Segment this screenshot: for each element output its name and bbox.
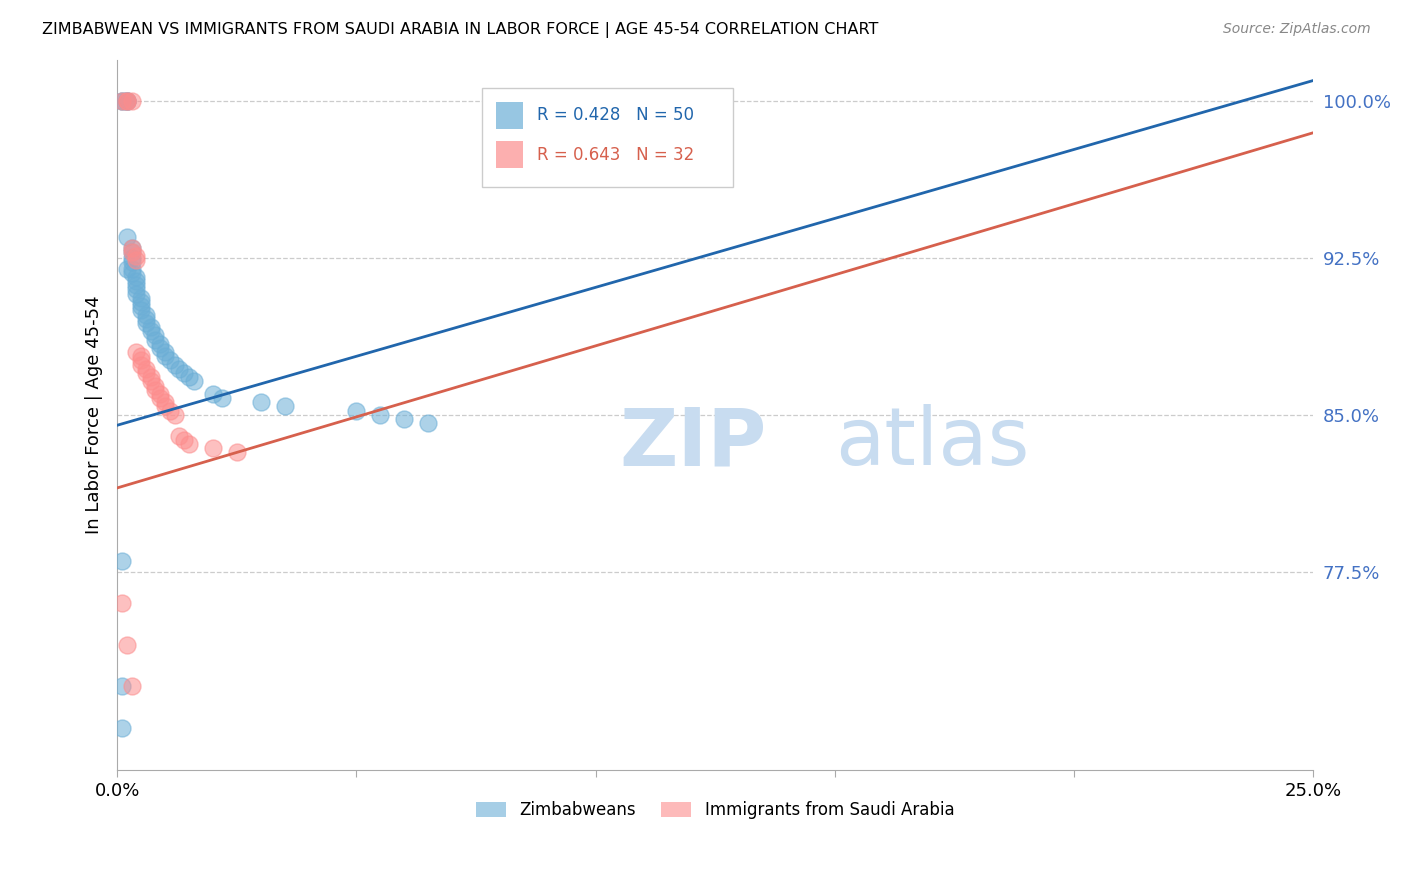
Point — [145, 328, 167, 343]
Point — [169, 428, 191, 442]
Legend: Zimbabweans, Immigrants from Saudi Arabia: Zimbabweans, Immigrants from Saudi Arabi… — [470, 794, 960, 826]
Text: R = 0.428   N = 50: R = 0.428 N = 50 — [537, 106, 695, 124]
Point — [125, 253, 148, 268]
Point — [135, 308, 157, 322]
Point — [129, 295, 152, 310]
Point — [135, 366, 157, 380]
Point — [125, 345, 148, 359]
Point — [153, 395, 176, 409]
Point — [135, 311, 157, 326]
Point — [139, 375, 162, 389]
Point — [115, 95, 138, 109]
Point — [211, 391, 233, 405]
Point — [111, 95, 134, 109]
Point — [159, 353, 181, 368]
Point — [115, 230, 138, 244]
Point — [111, 721, 134, 735]
Point — [149, 336, 172, 351]
Point — [129, 303, 152, 318]
Point — [159, 403, 181, 417]
Point — [135, 361, 157, 376]
Point — [129, 358, 152, 372]
Point — [125, 282, 148, 296]
Point — [125, 286, 148, 301]
Point — [153, 400, 176, 414]
Point — [111, 95, 134, 109]
Point — [177, 437, 200, 451]
Point — [121, 241, 143, 255]
Point — [149, 341, 172, 355]
Point — [394, 412, 416, 426]
Point — [177, 370, 200, 384]
Point — [173, 366, 195, 380]
Point — [121, 680, 143, 694]
Point — [121, 255, 143, 269]
Text: Source: ZipAtlas.com: Source: ZipAtlas.com — [1223, 22, 1371, 37]
Point — [121, 244, 143, 259]
Point — [418, 416, 440, 430]
Point — [115, 95, 138, 109]
Point — [135, 316, 157, 330]
FancyBboxPatch shape — [496, 102, 523, 128]
FancyBboxPatch shape — [496, 141, 523, 169]
Point — [149, 387, 172, 401]
Point — [139, 320, 162, 334]
Point — [121, 244, 143, 259]
Point — [115, 95, 138, 109]
Point — [121, 251, 143, 265]
Point — [129, 299, 152, 313]
Point — [125, 249, 148, 263]
Point — [111, 596, 134, 610]
Point — [129, 353, 152, 368]
Text: atlas: atlas — [835, 404, 1029, 483]
Point — [125, 274, 148, 288]
Point — [145, 333, 167, 347]
Point — [163, 358, 186, 372]
Point — [111, 680, 134, 694]
Point — [201, 441, 224, 455]
Point — [115, 261, 138, 276]
Point — [145, 383, 167, 397]
Point — [370, 408, 392, 422]
Point — [111, 554, 134, 568]
Point — [129, 291, 152, 305]
Point — [121, 266, 143, 280]
Point — [153, 349, 176, 363]
Point — [121, 241, 143, 255]
Point — [139, 324, 162, 338]
Point — [153, 345, 176, 359]
Point — [201, 387, 224, 401]
Point — [163, 408, 186, 422]
Point — [139, 370, 162, 384]
Text: ZIP: ZIP — [620, 404, 766, 483]
Point — [125, 278, 148, 293]
Point — [173, 433, 195, 447]
Point — [125, 269, 148, 284]
Point — [344, 403, 367, 417]
FancyBboxPatch shape — [482, 88, 733, 187]
Text: R = 0.643   N = 32: R = 0.643 N = 32 — [537, 145, 695, 164]
Point — [145, 378, 167, 392]
Point — [225, 445, 247, 459]
Point — [121, 261, 143, 276]
Point — [183, 375, 205, 389]
Text: ZIMBABWEAN VS IMMIGRANTS FROM SAUDI ARABIA IN LABOR FORCE | AGE 45-54 CORRELATIO: ZIMBABWEAN VS IMMIGRANTS FROM SAUDI ARAB… — [42, 22, 879, 38]
Point — [111, 95, 134, 109]
Point — [129, 349, 152, 363]
Point — [249, 395, 271, 409]
Point — [115, 95, 138, 109]
Point — [121, 95, 143, 109]
Point — [149, 391, 172, 405]
Point — [169, 361, 191, 376]
Point — [115, 638, 138, 652]
Y-axis label: In Labor Force | Age 45-54: In Labor Force | Age 45-54 — [86, 295, 103, 534]
Point — [115, 95, 138, 109]
Point — [273, 400, 295, 414]
